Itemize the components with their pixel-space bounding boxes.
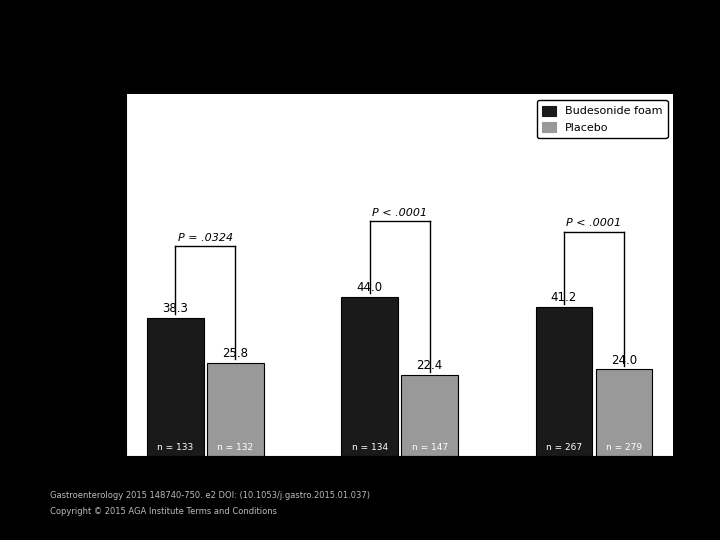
Bar [147, 318, 204, 456]
Text: 38.3: 38.3 [163, 302, 189, 315]
Y-axis label: Patients (%): Patients (%) [72, 222, 87, 328]
Text: P < .0001: P < .0001 [566, 218, 621, 228]
Text: n = 134: n = 134 [351, 443, 387, 452]
Text: n = 279: n = 279 [606, 443, 642, 452]
Text: 24.0: 24.0 [611, 354, 636, 367]
Text: 44.0: 44.0 [356, 281, 382, 294]
Text: Figure 1: Figure 1 [332, 22, 388, 36]
Text: Copyright © 2015 AGA Institute Terms and Conditions: Copyright © 2015 AGA Institute Terms and… [50, 507, 277, 516]
Text: P < .0001: P < .0001 [372, 207, 427, 218]
Text: P = .0324: P = .0324 [178, 233, 233, 243]
Bar [595, 369, 652, 456]
Text: n = 147: n = 147 [412, 443, 448, 452]
Text: n = 267: n = 267 [546, 443, 582, 452]
Text: 41.2: 41.2 [551, 292, 577, 305]
Text: 25.8: 25.8 [222, 347, 248, 360]
Bar [207, 363, 264, 456]
Text: Gastroenterology 2015 148740-750. e2 DOI: (10.1053/j.gastro.2015.01.037): Gastroenterology 2015 148740-750. e2 DOI… [50, 490, 370, 500]
Text: n = 132: n = 132 [217, 443, 253, 452]
Bar [536, 307, 592, 456]
Bar [341, 297, 398, 456]
Bar [401, 375, 458, 456]
Text: 22.4: 22.4 [416, 359, 443, 373]
Text: n = 133: n = 133 [157, 443, 194, 452]
Legend: Budesonide foam, Placebo: Budesonide foam, Placebo [537, 100, 667, 138]
